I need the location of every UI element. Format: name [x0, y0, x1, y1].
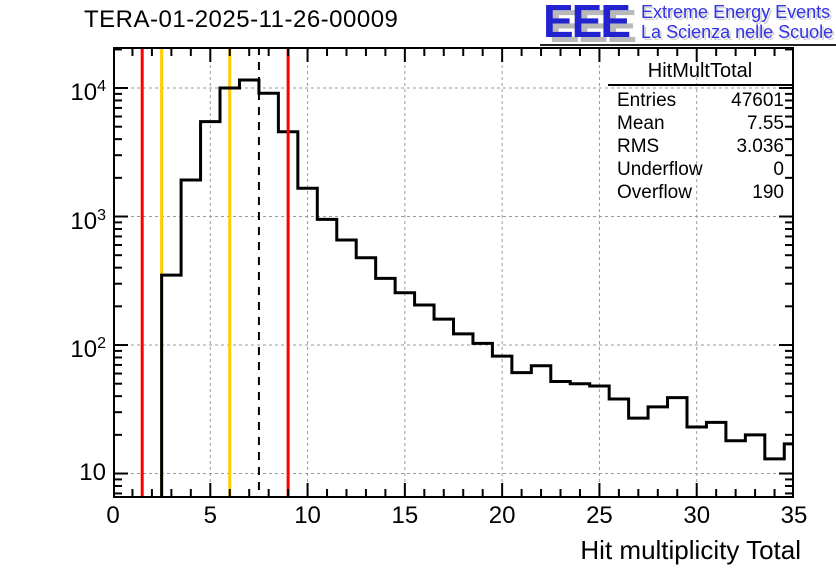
eee-logo-text: Extreme Energy Events La Scienza nelle S… — [641, 0, 833, 42]
stats-row: Entries 47601 — [617, 89, 784, 112]
stats-row-label: RMS — [617, 135, 660, 157]
histogram-canvas — [113, 47, 794, 498]
stats-row-value: 190 — [752, 181, 784, 203]
stats-row-value: 0 — [773, 158, 784, 180]
stats-row-label: Mean — [617, 112, 665, 134]
y-tick-label: 102 — [70, 335, 106, 364]
stats-row: RMS 3.036 — [617, 135, 784, 158]
stats-header-underline — [608, 84, 792, 86]
x-tick-label: 15 — [391, 502, 419, 529]
eee-logo-line2: La Scienza nelle Scuole — [641, 22, 834, 42]
stats-rows: Entries 47601 Mean 7.55 RMS 3.036 Underflow 0 Ov… — [608, 86, 792, 204]
stats-row-label: Entries — [617, 89, 677, 111]
y-tick-label: 104 — [70, 78, 106, 106]
x-axis-title: Hit multiplicity Total — [580, 535, 801, 565]
stats-header: HitMultTotal — [647, 60, 753, 82]
eee-acronym: EEE — [543, 0, 631, 47]
x-tick-label: 10 — [294, 502, 321, 529]
stats-box: HitMultTotal Entries 47601 Mean 7.55 RMS 3.03… — [608, 60, 792, 204]
y-tick-label: 103 — [70, 206, 106, 235]
plot-title: TERA-01-2025-11-26-00009 — [84, 6, 399, 33]
x-tick-label: 35 — [780, 502, 808, 529]
x-tick-label: 5 — [203, 502, 217, 529]
stats-row-label: Overflow — [617, 181, 692, 203]
stats-row-value: 7.55 — [747, 112, 784, 134]
y-axis-tick-labels: 10 102 103 104 — [0, 47, 110, 498]
x-tick-label: 25 — [586, 502, 613, 529]
stats-row-label: Underflow — [617, 158, 703, 180]
stats-row-value: 47601 — [731, 89, 784, 111]
stats-row: Overflow 190 — [617, 181, 784, 204]
eee-logo: EEE Extreme Energy Events La Scienza nel… — [543, 0, 833, 47]
x-tick-label: 0 — [106, 502, 120, 529]
stats-row: Mean 7.55 — [617, 112, 784, 135]
plot-frame — [113, 47, 794, 498]
y-tick-label: 10 — [79, 458, 106, 486]
stats-row: Underflow 0 — [617, 158, 784, 181]
x-tick-label: 30 — [683, 502, 711, 529]
logo-underline — [540, 44, 836, 46]
stats-row-value: 3.036 — [736, 135, 784, 157]
x-tick-label: 20 — [488, 502, 516, 529]
eee-logo-line1: Extreme Energy Events — [641, 2, 831, 22]
x-axis-tick-labels: 0 5 10 15 20 25 30 35 — [0, 502, 836, 532]
